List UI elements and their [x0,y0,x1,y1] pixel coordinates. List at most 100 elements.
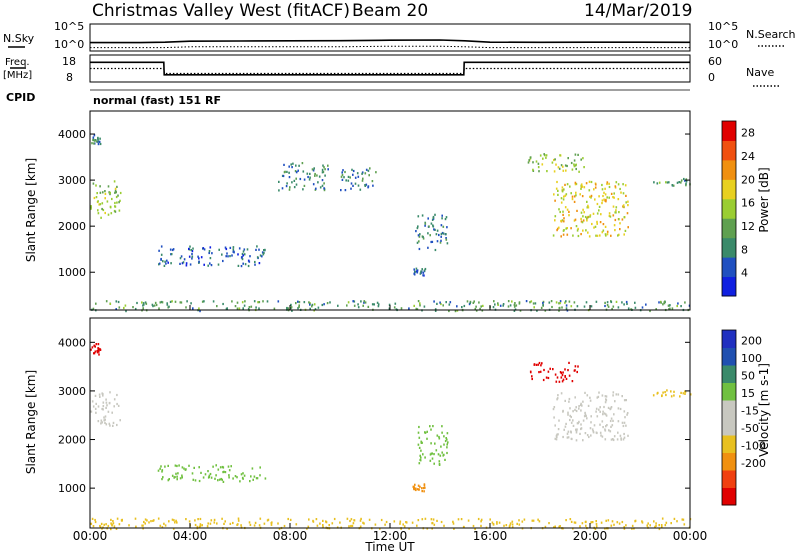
x-tick-labels: 00:00 04:00 08:00 12:00 16:00 20:00 00:00 [73,529,708,543]
velocity-cell [93,352,95,355]
velocity-cell [581,522,584,525]
power-cell [97,143,100,146]
velocity-cell [434,442,436,445]
power-cell [422,235,424,239]
velocity-cell [439,454,442,457]
velocity-cell [426,437,428,440]
power-cell [179,262,181,265]
power-cell [263,251,265,255]
power-cell [254,263,256,266]
velocity-cell [204,473,207,476]
power-cell [587,231,589,234]
velocity-cell [577,365,579,368]
power-cell [573,195,576,198]
velocity-cell [319,522,321,525]
velocity-colorbar-swatch [722,452,736,471]
power-cell [571,198,574,201]
power-cell [672,184,675,187]
power-cell [248,260,251,263]
velocity-cell [227,465,230,468]
velocity-cell [579,432,581,435]
power-cell [434,213,436,216]
velocity-cell [557,428,560,431]
power-cell [166,303,169,306]
power-cell [236,307,239,310]
power-cell [321,184,324,187]
power-cell [611,307,613,311]
power-cell [593,226,595,229]
velocity-cell [194,519,196,522]
power-cell [448,303,451,306]
power-cell [262,300,264,303]
power-cell [316,174,318,177]
noise-tick-right-bottom: 10^0 [708,38,738,51]
velocity-cell [100,422,102,425]
power-cell [284,170,286,173]
power-cell [623,303,625,306]
power-cell [586,219,588,222]
velocity-cell [194,479,197,482]
power-cell [218,248,220,251]
velocity-cell [121,519,123,522]
power-cell [377,303,380,306]
velocity-cell [573,521,576,524]
power-cell [499,304,502,307]
power-cell [288,171,290,174]
power-cell [303,178,306,181]
velocity-cell [590,521,592,524]
power-cell [92,136,95,139]
power-cell [561,219,564,222]
power-cell [97,212,100,215]
power-cell [525,300,528,303]
velocity-cell [105,398,107,401]
power-cell [372,184,374,187]
power-cell [98,203,100,206]
power-cell [582,215,584,218]
power-cell [422,271,425,274]
velocity-cell [664,391,666,394]
velocity-cell [217,468,220,471]
power-cell [567,157,569,160]
power-cell [573,163,575,166]
power-cell [560,219,562,223]
power-cell [308,301,310,304]
power-cell [419,304,421,307]
velocity-cell [197,518,199,521]
velocity-cell [498,521,501,524]
power-cell [589,215,591,218]
velocity-cell [228,476,230,479]
power-cell [117,300,120,304]
power-cell [573,219,576,222]
velocity-cell [108,401,111,405]
power-cell [479,307,481,310]
power-cell [209,257,212,260]
power-cell [472,301,475,304]
power-cell [456,305,458,308]
power-cell [225,307,228,310]
velocity-cell [417,431,420,434]
velocity-cell [431,521,434,525]
velocity-cell [623,527,626,530]
velocity-cell [171,474,174,477]
power-cell [241,256,243,259]
power-ylabel: Slant Range [km] [24,158,38,262]
power-cell [580,184,582,187]
power-cell [361,171,364,174]
velocity-cell [359,525,362,528]
power-cell [589,214,592,217]
power-cell [588,180,591,183]
velocity-cell [215,474,217,477]
velocity-cell [266,519,269,522]
velocity-cell [622,424,625,428]
velocity-cell [609,430,612,433]
power-cell [225,247,228,251]
power-cell [622,204,625,207]
velocity-cell [541,362,543,365]
velocity-cell [561,374,564,377]
velocity-cell [430,518,433,521]
power-cell [344,189,347,192]
power-cell [293,179,296,182]
velocity-cell [199,523,202,526]
velocity-cell [670,395,673,398]
